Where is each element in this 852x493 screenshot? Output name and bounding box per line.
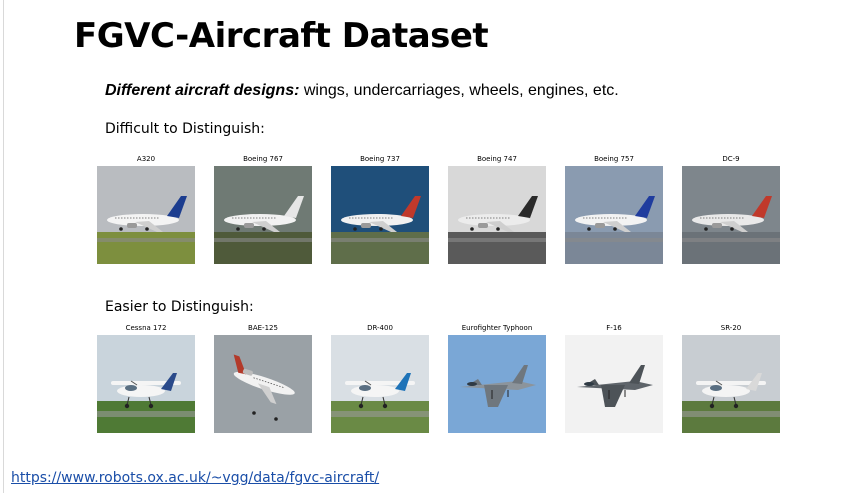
subtitle-text: wings, undercarriages, wheels, engines, … [299, 82, 619, 99]
aircraft-caption: DR-400 [367, 324, 393, 332]
aircraft-tile-boeing-747: Boeing 747 [448, 155, 546, 264]
aircraft-tile-boeing-737: Boeing 737 [331, 155, 429, 264]
airliner-photo [214, 166, 312, 264]
aircraft-tile-eurofighter-typhoon: Eurofighter Typhoon [448, 324, 546, 433]
fighter-jet-photo [565, 335, 663, 433]
airliner-photo [448, 166, 546, 264]
easier-aircraft-row: Cessna 172 BAE-125 DR-400 Eurofighter Typho… [97, 324, 780, 433]
aircraft-caption: Eurofighter Typhoon [461, 324, 533, 332]
aircraft-caption: BAE-125 [248, 324, 278, 332]
aircraft-caption: F-16 [606, 324, 622, 332]
aircraft-caption: Boeing 757 [594, 155, 634, 163]
fighter-jet-photo [448, 335, 546, 433]
slide-title: FGVC-Aircraft Dataset [74, 16, 489, 56]
dataset-link[interactable]: https://www.robots.ox.ac.uk/~vgg/data/fg… [11, 470, 380, 486]
difficult-aircraft-row: A320 Boeing 767 Boeing 737 Boeing 747 Boeing… [97, 155, 780, 264]
business-jet-photo [214, 335, 312, 433]
aircraft-caption: Boeing 767 [243, 155, 283, 163]
airliner-photo [565, 166, 663, 264]
airliner-photo [682, 166, 780, 264]
easier-group-label: Easier to Distinguish: [105, 299, 254, 315]
aircraft-caption: Boeing 747 [477, 155, 517, 163]
aircraft-tile-sr-20: SR-20 [682, 324, 780, 433]
airliner-photo [331, 166, 429, 264]
aircraft-tile-cessna-172: Cessna 172 [97, 324, 195, 433]
aircraft-tile-dr-400: DR-400 [331, 324, 429, 433]
light-plane-photo [331, 335, 429, 433]
aircraft-caption: DC-9 [722, 155, 740, 163]
aircraft-caption: A320 [136, 155, 156, 163]
slide-subtitle: Different aircraft designs: wings, under… [105, 82, 619, 100]
aircraft-caption: Boeing 737 [360, 155, 400, 163]
airliner-photo [97, 166, 195, 264]
aircraft-caption: SR-20 [720, 324, 742, 332]
aircraft-tile-boeing-767: Boeing 767 [214, 155, 312, 264]
aircraft-tile-dc-9: DC-9 [682, 155, 780, 264]
aircraft-tile-a320: A320 [97, 155, 195, 264]
subtitle-emphasis: Different aircraft designs: [105, 82, 300, 99]
aircraft-tile-boeing-757: Boeing 757 [565, 155, 663, 264]
light-plane-photo [97, 335, 195, 433]
aircraft-tile-bae-125: BAE-125 [214, 324, 312, 433]
aircraft-tile-f-16: F-16 [565, 324, 663, 433]
aircraft-caption: Cessna 172 [125, 324, 167, 332]
difficult-group-label: Difficult to Distinguish: [105, 121, 265, 137]
light-plane-photo [682, 335, 780, 433]
slide-left-border [3, 0, 4, 493]
